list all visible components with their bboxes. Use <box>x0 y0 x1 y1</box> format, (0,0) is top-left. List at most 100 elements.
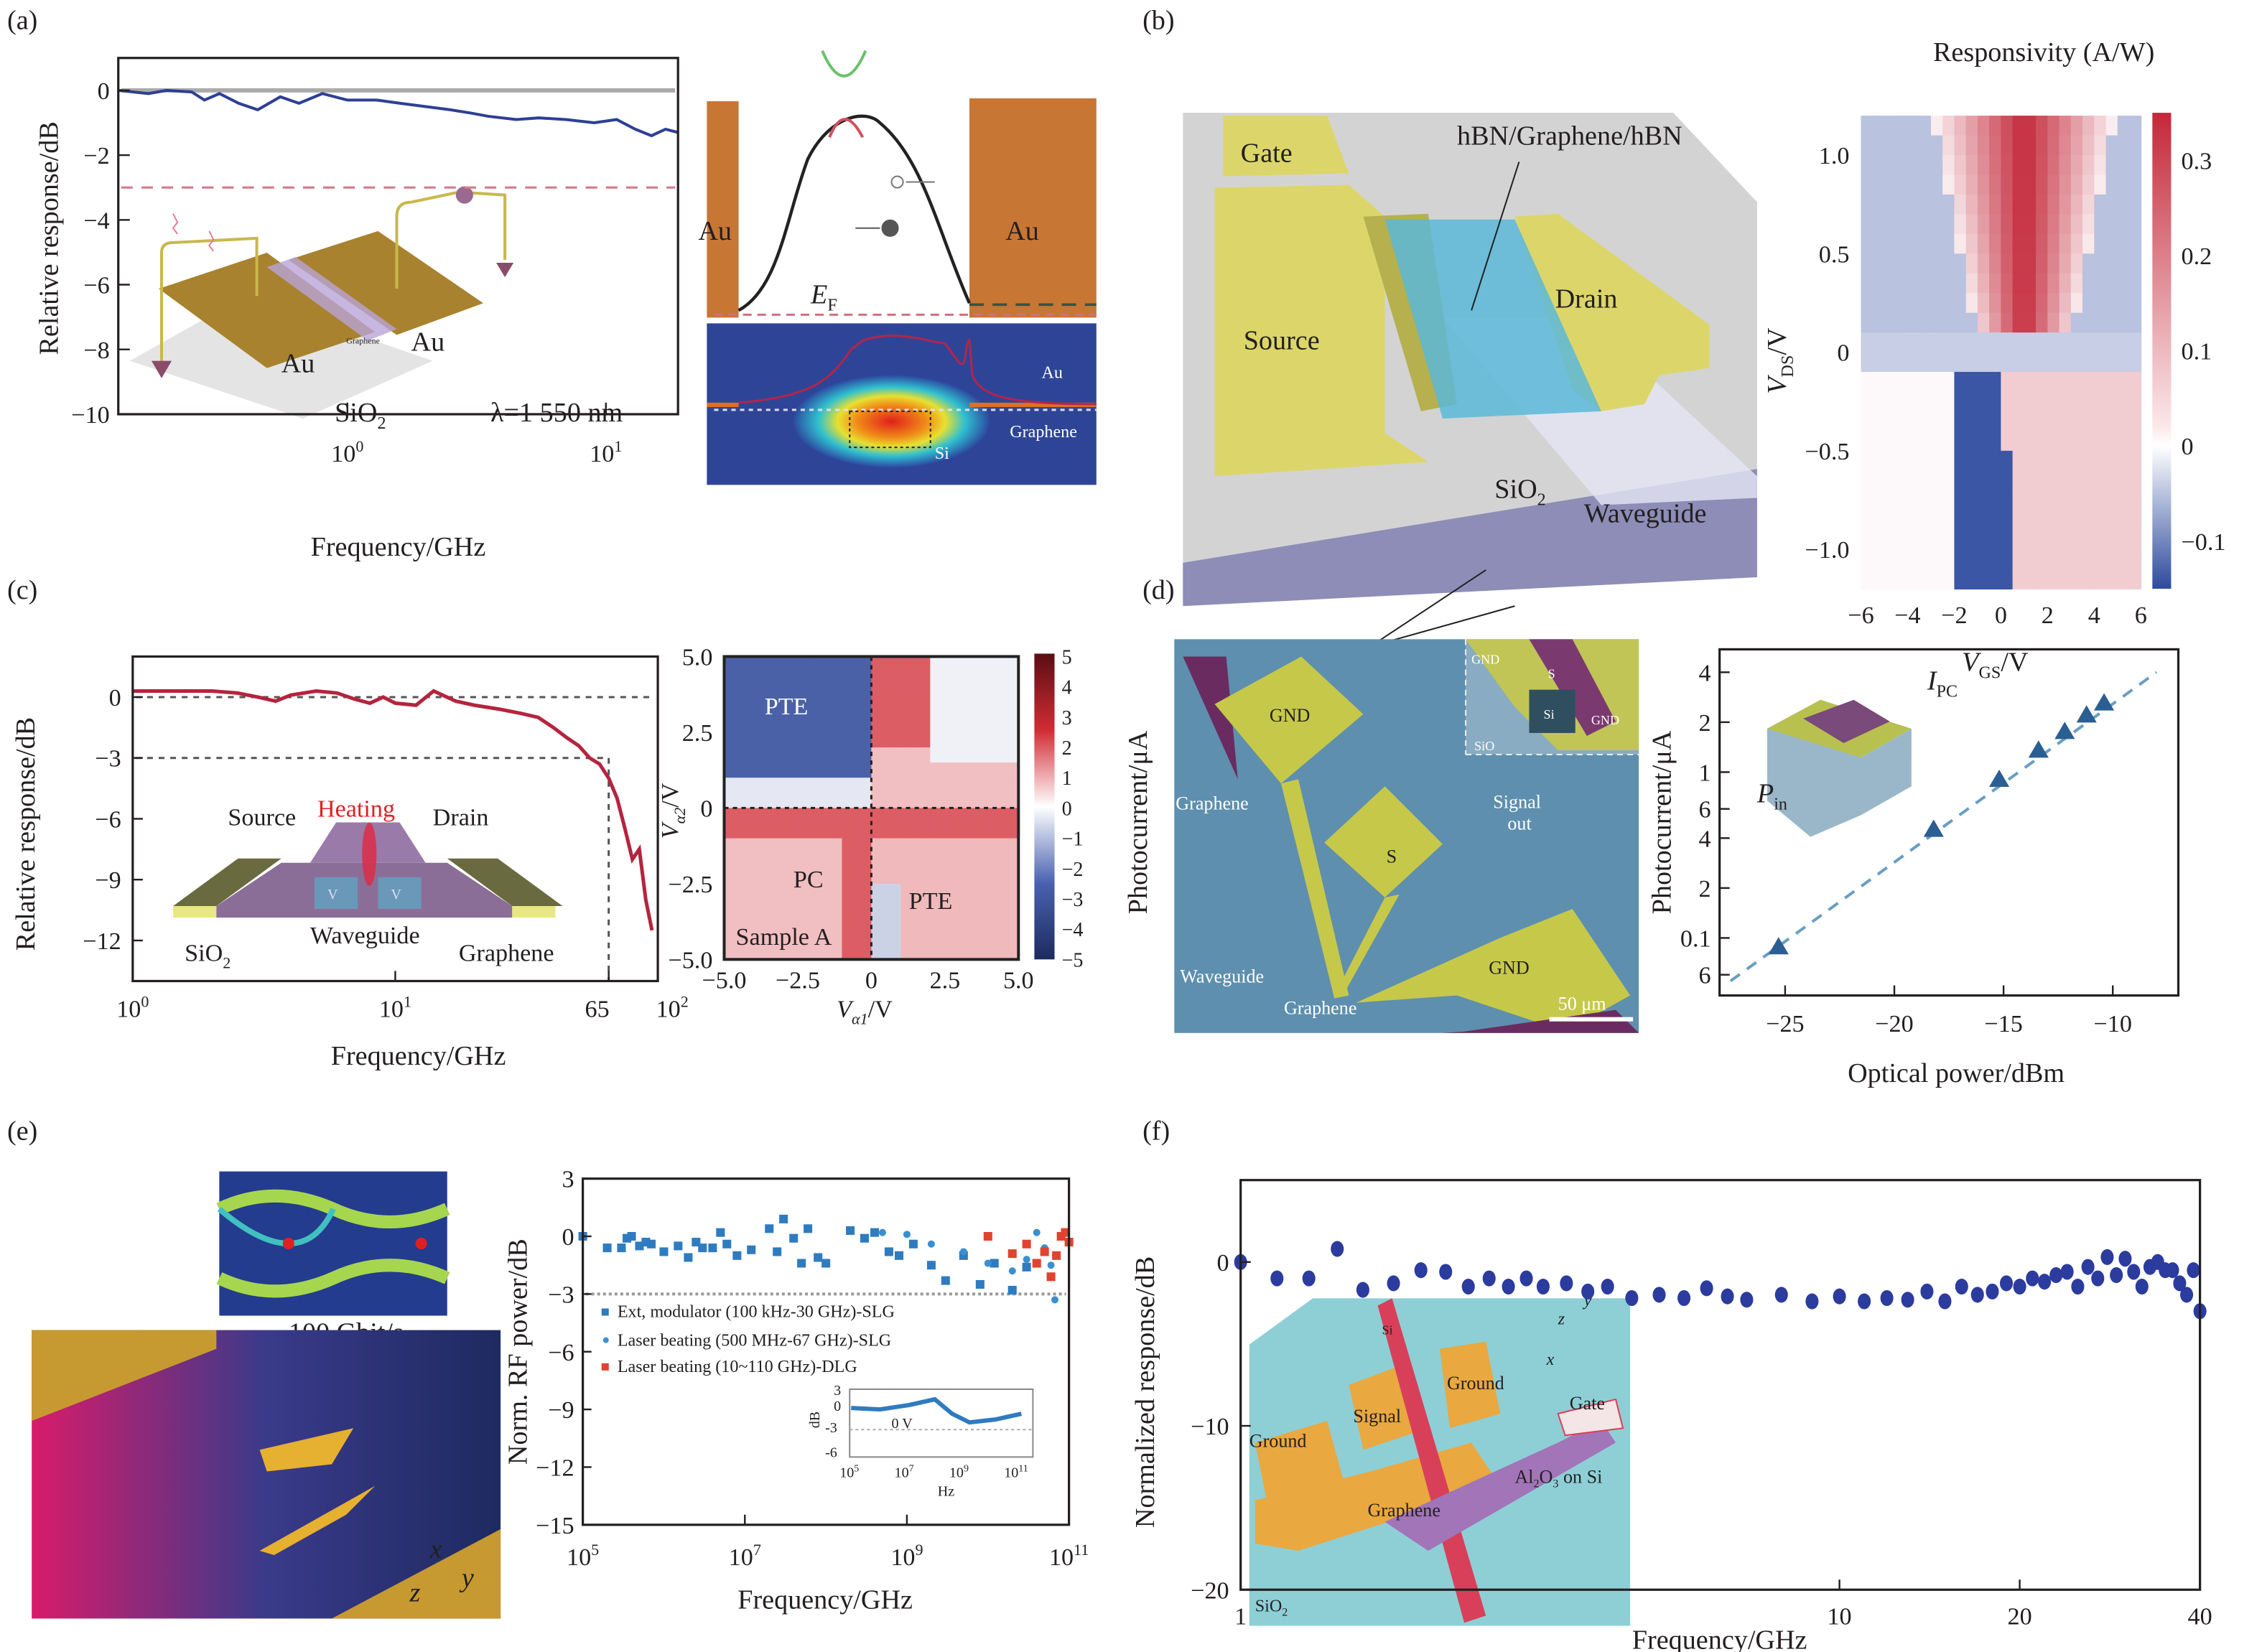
heatmap-cell <box>2094 332 2107 353</box>
heatmap-cell <box>959 656 975 673</box>
colorbar-tick-label: 2 <box>1062 737 1072 760</box>
heatmap-cell <box>989 853 1005 869</box>
heatmap-cell <box>2070 214 2084 235</box>
panel-label-f: (f) <box>1142 1116 1170 1146</box>
heatmap-cell <box>1896 194 1909 215</box>
heatmap-cell <box>2129 470 2142 491</box>
heatmap-cell <box>1907 529 1920 551</box>
heatmap-cell <box>1930 312 1944 334</box>
heatmap-cell <box>856 732 872 749</box>
data-point-triangle <box>2028 740 2049 758</box>
heatmap-cell <box>724 898 740 915</box>
heatmap-cell <box>812 808 828 824</box>
colorbar-tick-label: 4 <box>1062 677 1072 699</box>
heatmap-cell <box>1977 332 1991 353</box>
data-point <box>1007 1286 1017 1295</box>
data-point <box>627 1232 636 1241</box>
data-point <box>765 1224 774 1233</box>
heatmap-cell <box>1872 273 1886 294</box>
heatmap-cell <box>2129 490 2142 511</box>
heatmap-cell <box>2117 155 2131 176</box>
heatmap-cell <box>2012 470 2025 491</box>
heatmap-cell <box>974 717 990 733</box>
heatmap-cell <box>2070 510 2084 531</box>
y-tick-label: −1.0 <box>1805 537 1850 564</box>
heatmap-cell <box>2036 450 2049 472</box>
heatmap-cell <box>738 838 755 854</box>
heatmap-cell <box>2105 510 2118 531</box>
heatmap-cell <box>2012 411 2025 432</box>
heatmap-cell <box>2094 391 2107 412</box>
fit-line <box>1729 671 2158 983</box>
y-tick-label: −2 <box>83 143 109 169</box>
sem-label-graphene-2: Graphene <box>1284 998 1356 1019</box>
heatmap-cell <box>1872 214 1886 235</box>
heatmap-cell <box>783 929 799 946</box>
heatmap-cell <box>738 914 755 930</box>
colorbar-tick-label: −2 <box>1062 859 1084 881</box>
data-point <box>1625 1289 1639 1307</box>
heatmap-frame <box>722 655 1020 961</box>
data-point <box>1008 1267 1016 1275</box>
heatmap-cell <box>1861 332 1874 353</box>
heatmap-cell <box>2059 549 2072 570</box>
heatmap-cell <box>856 686 872 703</box>
heatmap-cell <box>753 656 769 673</box>
heatmap-cell <box>2001 470 2014 491</box>
panel-label-b: (b) <box>1142 6 1175 36</box>
heatmap-cell <box>871 671 887 688</box>
heatmap-cell <box>2117 450 2131 472</box>
heatmap-cell <box>1942 490 1955 511</box>
heatmap-cell <box>856 671 872 688</box>
heatmap-cell <box>1884 253 1897 274</box>
heatmap-cell <box>1003 656 1020 673</box>
heatmap-cell <box>2105 116 2118 136</box>
heatmap-cell <box>842 747 857 764</box>
heatmap-cell <box>1954 253 1967 274</box>
heatmap-cell <box>959 762 975 779</box>
panel-b-title: Responsivity (A/W) <box>1933 37 2154 67</box>
panel-a-device-schematic: Au Au Graphene SiO2 λ=1 550 nm <box>129 186 623 433</box>
label-ipc: IPC <box>1927 666 1958 701</box>
heatmap-cell <box>1989 490 2002 511</box>
y-tick-label: −12 <box>536 1455 574 1482</box>
heatmap-cell <box>797 732 814 749</box>
heatmap-cell <box>2070 293 2084 314</box>
x-tick-label: −5.0 <box>702 968 747 994</box>
panel-b-colorbar <box>2152 113 2172 589</box>
heatmap-cell <box>930 823 946 839</box>
heatmap-cell <box>753 686 769 703</box>
heatmap-cell <box>1896 569 1909 590</box>
y-tick-label: 2 <box>1699 876 1711 902</box>
heatmap-cell <box>2024 391 2037 412</box>
heatmap-cell <box>915 929 931 946</box>
heatmap-cell <box>2070 194 2084 215</box>
heatmap-cell <box>1872 431 1886 452</box>
heatmap-cell <box>2047 332 2060 353</box>
heatmap-cell <box>724 762 740 779</box>
colorbar-tick-label: 0 <box>1062 798 1072 820</box>
heatmap-cell <box>1977 135 1991 157</box>
heatmap-cell <box>1989 391 2002 412</box>
heatmap-cell <box>2012 194 2025 215</box>
heatmap-cell <box>2070 411 2084 432</box>
heatmap-cell <box>2094 253 2107 274</box>
heatmap-cell <box>1919 352 1932 373</box>
heatmap-cell <box>1989 174 2002 195</box>
heatmap-cell <box>959 914 975 930</box>
heatmap-cell <box>2082 253 2095 274</box>
heatmap-cell <box>989 898 1005 915</box>
heatmap-cell <box>856 808 872 824</box>
heatmap-cell <box>885 747 902 764</box>
heatmap-cell <box>797 793 814 809</box>
label-pc: PC <box>793 867 824 893</box>
heatmap-cell <box>2047 116 2060 136</box>
heatmap-cell <box>768 823 784 839</box>
heatmap-cell <box>2129 116 2142 136</box>
heatmap-cell <box>842 853 857 869</box>
heatmap-cell <box>768 853 784 869</box>
heatmap-cell <box>856 656 872 673</box>
heatmap-cell <box>2012 569 2025 590</box>
heatmap-cell <box>2082 549 2095 570</box>
heatmap-cell <box>2024 431 2037 452</box>
